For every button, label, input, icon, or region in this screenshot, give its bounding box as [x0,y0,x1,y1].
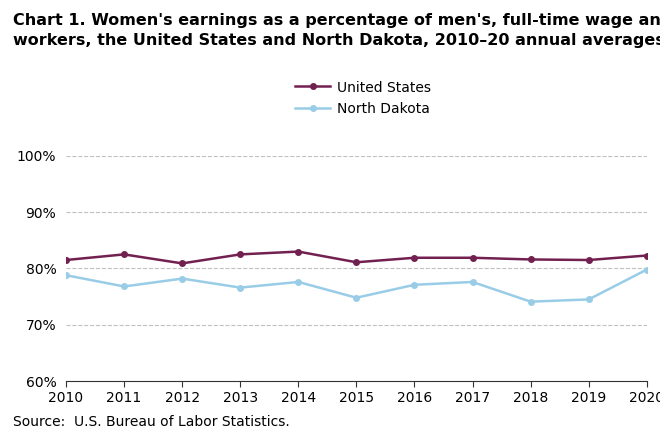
Legend: United States, North Dakota: United States, North Dakota [295,81,431,116]
Text: Source:  U.S. Bureau of Labor Statistics.: Source: U.S. Bureau of Labor Statistics. [13,415,290,429]
Text: Chart 1. Women's earnings as a percentage of men's, full-time wage and salary
wo: Chart 1. Women's earnings as a percentag… [13,13,660,48]
